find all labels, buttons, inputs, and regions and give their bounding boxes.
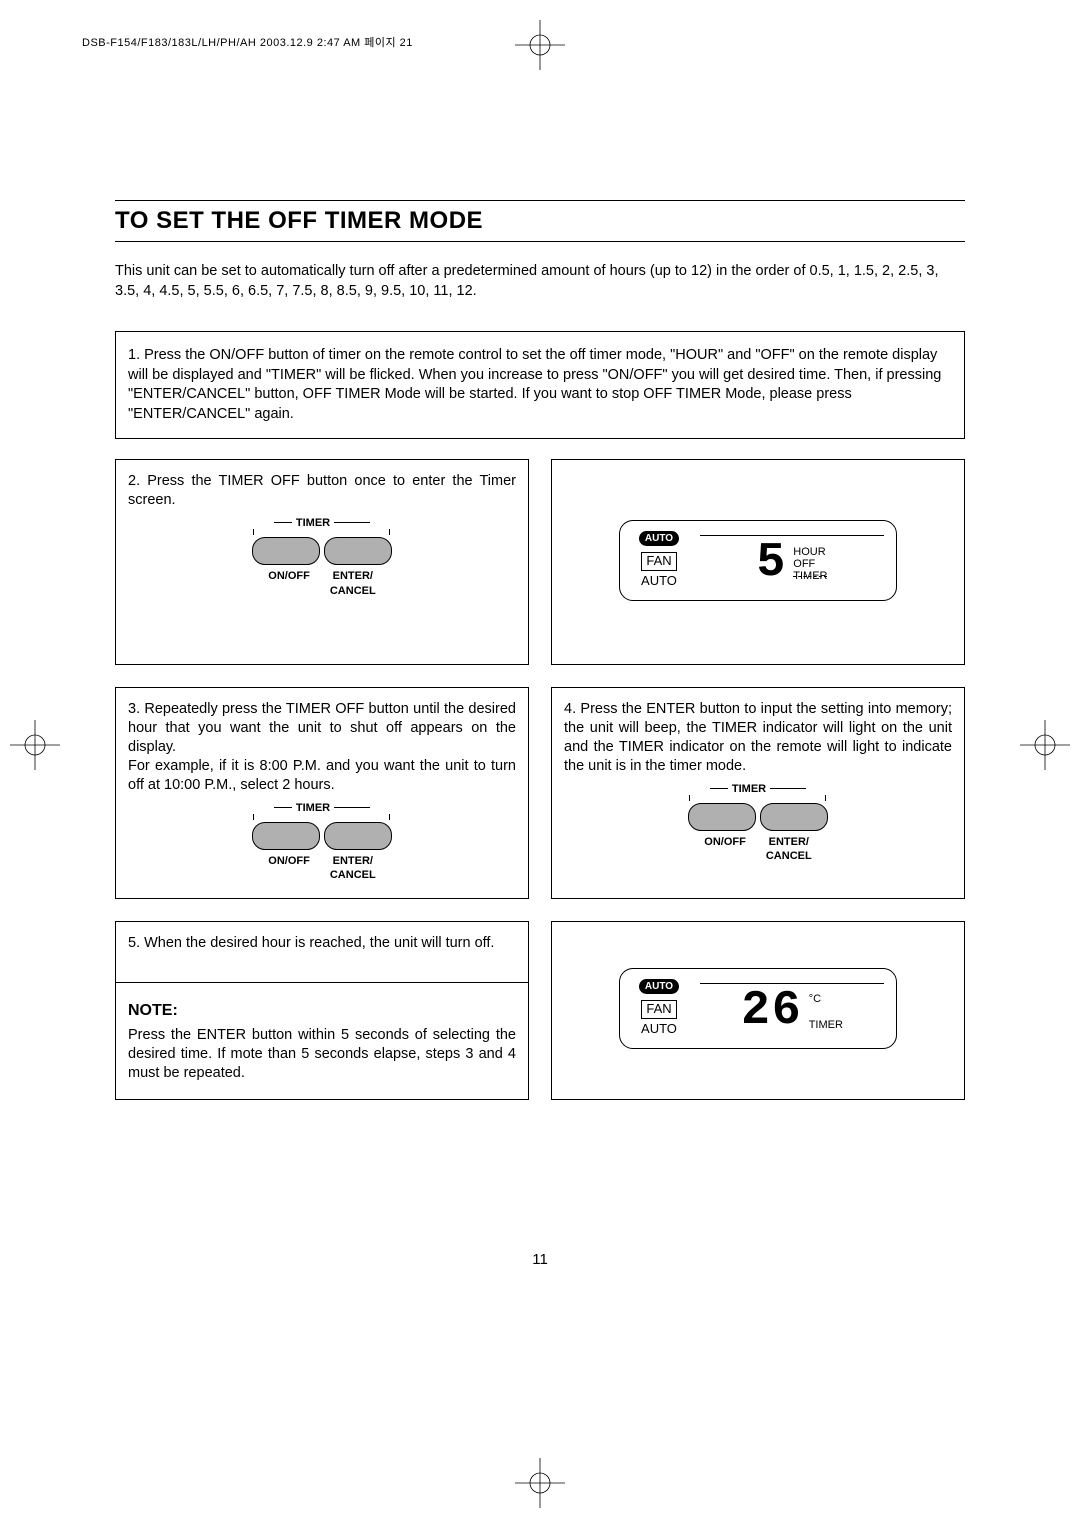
onoff-button-graphic-2 — [252, 822, 320, 850]
off-label: OFF — [793, 558, 827, 570]
step-3b-text: For example, if it is 8:00 P.M. and you … — [128, 757, 516, 795]
enter-cancel-button-graphic — [324, 537, 392, 565]
timer-label-disp-2: TIMER — [809, 1019, 843, 1031]
remote-display-2: AUTO FAN AUTO 26 °C TIMER — [619, 968, 897, 1049]
auto-pill-2: AUTO — [639, 979, 679, 994]
step-4-text: 4. Press the ENTER button to input the s… — [564, 700, 952, 775]
step-4-box: 4. Press the ENTER button to input the s… — [551, 687, 965, 899]
display-value-5: 5 — [756, 542, 787, 585]
print-header: DSB-F154/F183/183L/LH/PH/AH 2003.12.9 2:… — [82, 34, 413, 50]
hour-label: HOUR — [793, 546, 827, 558]
step-3-text: 3. Repeatedly press the TIMER OFF button… — [128, 700, 516, 757]
step-1-text: 1. Press the ON/OFF button of timer on t… — [128, 347, 941, 422]
note-body: Press the ENTER button within 5 seconds … — [128, 1026, 516, 1083]
timer-diagram-3: TIMER ON/OFF ENTER/ CANCEL — [673, 782, 843, 864]
enter-label-2: ENTER/ — [333, 855, 373, 867]
timer-label: TIMER — [296, 516, 330, 530]
timer-label-disp: TIMER — [793, 570, 827, 582]
intro-text: This unit can be set to automatically tu… — [115, 262, 965, 301]
onoff-label-3: ON/OFF — [704, 835, 746, 864]
crop-mark-bottom — [515, 1458, 565, 1508]
step-1-box: 1. Press the ON/OFF button of timer on t… — [115, 331, 965, 439]
degc-label: °C — [809, 993, 843, 1005]
step-2-box: 2. Press the TIMER OFF button once to en… — [115, 459, 529, 665]
enter-cancel-button-graphic-2 — [324, 822, 392, 850]
auto-pill: AUTO — [639, 531, 679, 546]
onoff-label-2: ON/OFF — [268, 854, 310, 883]
note-title: NOTE: — [128, 1001, 516, 1022]
onoff-button-graphic-3 — [688, 803, 756, 831]
page-title: TO SET THE OFF TIMER MODE — [115, 200, 965, 242]
crop-mark-top — [515, 20, 565, 70]
cancel-label-3: CANCEL — [766, 850, 812, 862]
timer-label-2: TIMER — [296, 801, 330, 815]
cancel-label-2: CANCEL — [330, 869, 376, 881]
step-2-text: 2. Press the TIMER OFF button once to en… — [128, 472, 516, 510]
timer-diagram-1: TIMER ON/OFF ENTER/ CANCEL — [237, 516, 407, 598]
display-value-26: 26 — [741, 990, 803, 1033]
onoff-button-graphic — [252, 537, 320, 565]
step-3-box: 3. Repeatedly press the TIMER OFF button… — [115, 687, 529, 899]
crop-mark-left — [10, 720, 60, 770]
fan-box: FAN — [641, 552, 676, 571]
auto-text: AUTO — [641, 573, 677, 588]
crop-mark-right — [1020, 720, 1070, 770]
page-content: TO SET THE OFF TIMER MODE This unit can … — [115, 200, 965, 1122]
enter-label-3: ENTER/ — [769, 836, 809, 848]
display-box-1: AUTO FAN AUTO 5 HOUR OFF TIMER — [551, 459, 965, 665]
timer-diagram-2: TIMER ON/OFF ENTER/ CANCEL — [237, 801, 407, 883]
onoff-label: ON/OFF — [268, 569, 310, 598]
display-box-2: AUTO FAN AUTO 26 °C TIMER — [551, 921, 965, 1099]
enter-label: ENTER/ — [333, 570, 373, 582]
step-5-text: 5. When the desired hour is reached, the… — [128, 934, 516, 953]
remote-display-1: AUTO FAN AUTO 5 HOUR OFF TIMER — [619, 520, 897, 601]
cancel-label: CANCEL — [330, 585, 376, 597]
timer-label-3: TIMER — [732, 782, 766, 796]
auto-text-2: AUTO — [641, 1021, 677, 1036]
step-5-box: 5. When the desired hour is reached, the… — [115, 921, 529, 1099]
page-number: 11 — [532, 1251, 548, 1268]
enter-cancel-button-graphic-3 — [760, 803, 828, 831]
fan-box-2: FAN — [641, 1000, 676, 1019]
